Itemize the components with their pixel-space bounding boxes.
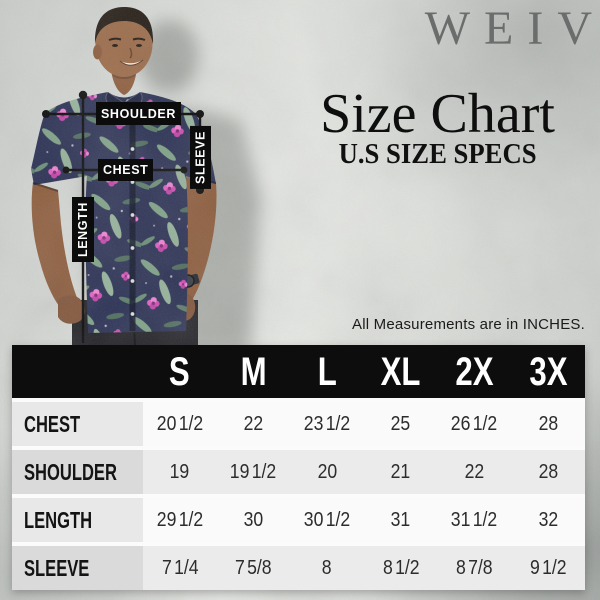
table-body: CHEST 20 1/2 22 23 1/2 25 26 1/2 28 SHOU…: [12, 398, 585, 590]
size-value-cell: 25: [363, 402, 438, 446]
size-table: S M L XL 2X 3X CHEST 20 1/2 22 23 1/2 25…: [12, 345, 585, 590]
size-column-header-m: M: [217, 352, 291, 392]
measure-label-shoulder: SHOULDER: [96, 102, 181, 125]
size-value-cell: 26 1/2: [437, 402, 512, 446]
row-label: CHEST: [12, 402, 143, 446]
brand-logo: WEIV: [424, 2, 600, 55]
size-value-cell: 31: [363, 498, 438, 542]
size-value: 28: [538, 412, 558, 435]
units-note: All Measurements are in INCHES.: [352, 316, 585, 333]
measure-label-length: LENGTH: [72, 197, 94, 262]
size-value: 22: [243, 412, 264, 435]
size-header-label: XL: [380, 349, 421, 394]
size-header-label: S: [169, 349, 191, 394]
row-label-text: SLEEVE: [24, 554, 90, 581]
size-value-cell: 20: [290, 450, 364, 494]
size-value: 8: [322, 556, 333, 579]
size-value: 20: [317, 460, 337, 483]
size-value-cell: 20 1/2: [143, 402, 217, 446]
size-value: 19: [170, 460, 190, 483]
table-row-sleeve: SLEEVE 7 1/4 7 5/8 8 8 1/2 8 7/8 9 1/2: [12, 546, 585, 590]
size-value: 9 1/2: [529, 556, 567, 579]
table-row-chest: CHEST 20 1/2 22 23 1/2 25 26 1/2 28: [12, 402, 585, 446]
size-value-cell: 22: [216, 402, 291, 446]
size-header-label: 2X: [455, 349, 494, 394]
size-value-cell: 30: [216, 498, 291, 542]
size-value: 30 1/2: [303, 508, 351, 531]
size-header-label: L: [317, 349, 337, 394]
size-value-cell: 8 7/8: [437, 546, 512, 590]
size-column-header-l: L: [290, 352, 364, 392]
size-value: 28: [538, 460, 558, 483]
size-value-cell: 19: [143, 450, 217, 494]
measure-label-sleeve: SLEEVE: [190, 126, 211, 189]
table-header-row: S M L XL 2X 3X: [12, 345, 585, 398]
size-value: 29 1/2: [156, 508, 204, 531]
size-value: 7 5/8: [235, 556, 272, 579]
size-value-cell: 30 1/2: [290, 498, 364, 542]
page-title: Size Chart: [320, 83, 555, 145]
size-value-cell: 8: [290, 546, 364, 590]
size-header-label: 3X: [529, 349, 568, 394]
size-value: 19 1/2: [230, 460, 277, 483]
size-value-cell: 28: [511, 450, 585, 494]
row-label: SHOULDER: [12, 450, 143, 494]
size-value: 30: [243, 508, 264, 531]
size-value: 21: [391, 460, 411, 483]
size-value-cell: 22: [437, 450, 512, 494]
size-value: 8 1/2: [382, 556, 420, 579]
table-row-shoulder: SHOULDER 19 19 1/2 20 21 22 28: [12, 450, 585, 494]
page-subtitle-text: U.S SIZE SPECS: [338, 138, 537, 170]
size-header-label: M: [240, 349, 267, 394]
size-value-cell: 28: [511, 402, 585, 446]
size-value: 26 1/2: [451, 412, 498, 435]
size-value-cell: 8 1/2: [363, 546, 438, 590]
row-label: LENGTH: [12, 498, 143, 542]
size-value: 20 1/2: [156, 412, 204, 435]
size-value-cell: 9 1/2: [511, 546, 585, 590]
row-label-text: CHEST: [24, 410, 81, 437]
size-value-cell: 31 1/2: [437, 498, 512, 542]
size-column-header-2x: 2X: [438, 352, 512, 392]
size-value: 31 1/2: [451, 508, 498, 531]
table-row-length: LENGTH 29 1/2 30 30 1/2 31 31 1/2 32: [12, 498, 585, 542]
size-value-cell: 32: [511, 498, 585, 542]
size-column-header-3x: 3X: [511, 352, 585, 392]
size-value-cell: 7 5/8: [216, 546, 291, 590]
row-label-text: SHOULDER: [24, 458, 117, 485]
size-column-header-xl: XL: [364, 352, 438, 392]
size-column-header-s: S: [143, 352, 217, 392]
size-value: 7 1/4: [161, 556, 199, 579]
size-value: 32: [538, 508, 558, 531]
measure-label-chest: CHEST: [98, 159, 154, 181]
size-value: 25: [391, 412, 411, 435]
row-label-text: LENGTH: [24, 506, 93, 533]
row-label: SLEEVE: [12, 546, 143, 590]
size-value: 31: [391, 508, 411, 531]
size-value-cell: 21: [363, 450, 438, 494]
size-value-cell: 23 1/2: [290, 402, 364, 446]
size-value-cell: 29 1/2: [143, 498, 217, 542]
page-subtitle: U.S SIZE SPECS: [295, 138, 580, 171]
size-value: 22: [464, 460, 485, 483]
size-value-cell: 19 1/2: [216, 450, 291, 494]
size-value: 23 1/2: [303, 412, 351, 435]
size-value-cell: 7 1/4: [143, 546, 217, 590]
size-value: 8 7/8: [456, 556, 493, 579]
